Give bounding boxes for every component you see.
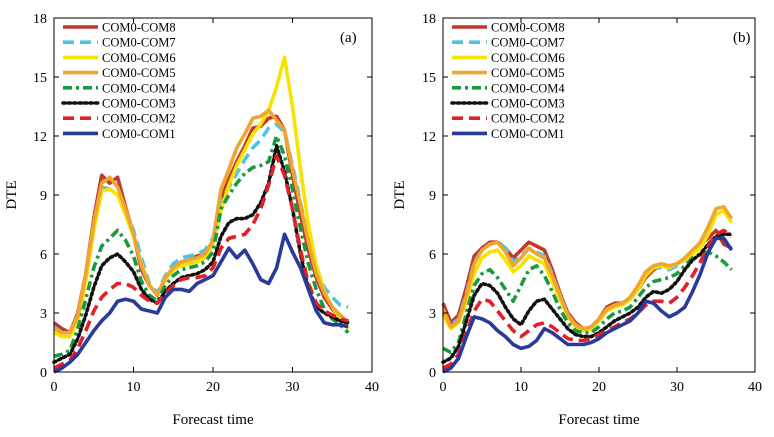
x-tick-label: 30 [286, 380, 300, 395]
legend-label: COM0-COM5 [102, 66, 176, 80]
series-line-com0-com5 [53, 108, 350, 335]
x-axis-label: Forecast time [558, 412, 640, 428]
panel-b: 0 10 20 30 40 0 3 6 9 12 15 18 Forecast time DTE (b) CO… [392, 12, 762, 428]
x-tick-label: 20 [592, 380, 606, 395]
legend-label: COM0-COM1 [491, 127, 565, 141]
legend-label: COM0-COM2 [102, 112, 176, 126]
legend-label: COM0-COM4 [102, 81, 176, 95]
y-tick-label: 12 [33, 130, 47, 145]
panel-a: 0 10 20 30 40 0 3 6 9 12 15 18 Forecast time DTE (a) CO… [4, 12, 379, 428]
y-tick-label: 18 [33, 12, 47, 27]
y-tick-label: 6 [429, 248, 436, 263]
legend: COM0-COM8COM0-COM7COM0-COM6COM0-COM5COM0… [61, 21, 176, 141]
x-axis-label: Forecast time [172, 412, 254, 428]
series-line-com0-com3 [441, 232, 734, 365]
panel-label: (b) [733, 30, 751, 46]
series-line-com0-com4 [442, 250, 733, 355]
series-line-com0-com3 [52, 144, 351, 365]
y-tick-label: 9 [429, 189, 436, 204]
y-tick-label: 15 [422, 71, 436, 86]
legend-label: COM0-COM6 [102, 51, 176, 65]
legend-label: COM0-COM8 [102, 21, 176, 35]
y-axis-label: DTE [4, 180, 20, 209]
series-line-com0-com6 [441, 208, 734, 333]
y-tick-label: 0 [429, 366, 436, 381]
series-line-com0-com5 [441, 205, 734, 331]
series-line-com0-com6 [53, 55, 350, 339]
y-tick-label: 9 [40, 189, 47, 204]
x-tick-label: 20 [206, 380, 220, 395]
series-line-com0-com2 [53, 153, 349, 370]
x-tick-label: 10 [514, 380, 528, 395]
legend: COM0-COM8COM0-COM7COM0-COM6COM0-COM5COM0… [450, 21, 565, 141]
series-line-com0-com2 [442, 228, 733, 370]
y-tick-label: 0 [40, 366, 47, 381]
y-tick-label: 3 [40, 307, 47, 322]
legend-label: COM0-COM1 [102, 127, 176, 141]
y-axis-label: DTE [392, 180, 408, 209]
series-line-com0-com4 [53, 134, 350, 359]
legend-label: COM0-COM3 [102, 97, 176, 111]
x-tick-label: 40 [365, 380, 379, 395]
y-tick-label: 12 [422, 130, 436, 145]
x-tick-label: 10 [127, 380, 141, 395]
y-tick-label: 3 [429, 307, 436, 322]
series-line-com0-com1 [442, 236, 734, 374]
x-tick-label: 0 [440, 380, 447, 395]
legend-label: COM0-COM2 [491, 112, 565, 126]
y-tick-label: 18 [422, 12, 436, 27]
panel-label: (a) [340, 30, 357, 46]
legend-label: COM0-COM6 [491, 51, 565, 65]
legend-label: COM0-COM8 [491, 21, 565, 35]
series-line-com0-com1 [53, 232, 349, 374]
x-tick-label: 40 [748, 380, 762, 395]
legend-label: COM0-COM7 [491, 36, 565, 50]
series-line-com0-com7 [52, 122, 349, 337]
legend-label: COM0-COM7 [102, 36, 176, 50]
legend-label: COM0-COM3 [491, 97, 565, 111]
x-tick-label: 30 [670, 380, 684, 395]
x-tick-label: 0 [51, 380, 58, 395]
legend-label: COM0-COM4 [491, 81, 565, 95]
y-tick-label: 15 [33, 71, 47, 86]
y-tick-label: 6 [40, 248, 47, 263]
legend-label: COM0-COM5 [491, 66, 565, 80]
